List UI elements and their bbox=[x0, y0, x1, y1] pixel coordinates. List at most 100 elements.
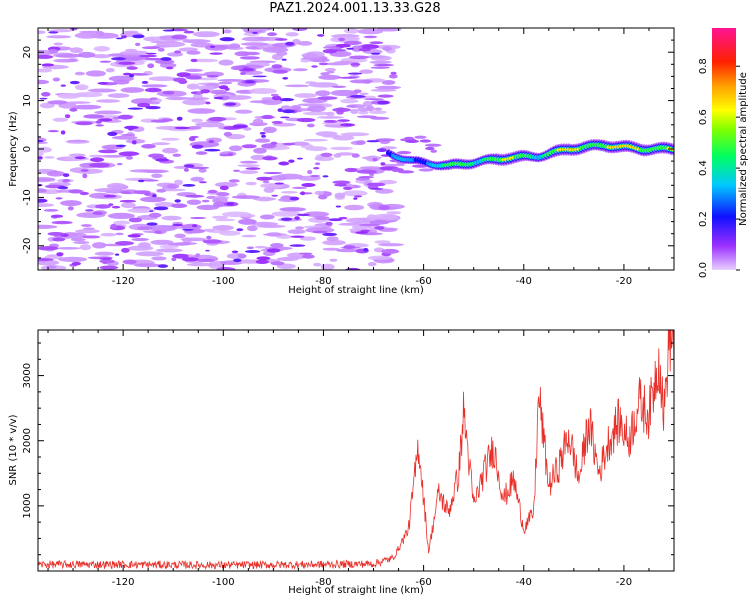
noise-blob bbox=[60, 130, 66, 135]
noise-blob bbox=[46, 35, 72, 39]
noise-blob bbox=[203, 228, 216, 232]
noise-blob bbox=[199, 181, 207, 184]
noise-blob bbox=[299, 236, 316, 241]
noise-blob bbox=[211, 215, 228, 219]
noise-blob bbox=[51, 220, 73, 225]
noise-blob bbox=[284, 84, 310, 88]
noise-blob bbox=[293, 68, 308, 72]
colorbar-tick-label: 0.6 bbox=[698, 109, 709, 125]
noise-blob bbox=[231, 250, 239, 254]
noise-blob bbox=[47, 232, 65, 236]
noise-blob bbox=[38, 198, 48, 203]
noise-blob bbox=[176, 116, 183, 121]
noise-blob bbox=[241, 28, 269, 31]
noise-blob bbox=[353, 89, 362, 93]
noise-blob bbox=[147, 63, 155, 69]
noise-blob bbox=[122, 259, 137, 265]
noise-blob bbox=[149, 97, 158, 100]
noise-blob bbox=[57, 93, 81, 99]
noise-blob bbox=[38, 140, 44, 143]
noise-blob bbox=[67, 139, 88, 143]
noise-blob bbox=[50, 214, 64, 218]
noise-blob bbox=[166, 66, 174, 70]
noise-blob bbox=[278, 161, 290, 166]
noise-blob bbox=[358, 111, 369, 115]
spectrogram-xlabel: Height of straight line (km) bbox=[288, 285, 424, 296]
noise-blob bbox=[270, 261, 285, 266]
noise-blob bbox=[141, 169, 169, 174]
noise-blob bbox=[346, 47, 354, 50]
noise-blob bbox=[340, 98, 359, 104]
noise-blob bbox=[336, 248, 359, 253]
noise-blob bbox=[344, 204, 365, 211]
noise-blob bbox=[103, 194, 117, 198]
noise-blob bbox=[219, 37, 235, 42]
noise-blob bbox=[110, 223, 117, 229]
noise-blob bbox=[213, 201, 225, 208]
noise-blob bbox=[356, 169, 378, 174]
noise-blob bbox=[353, 197, 358, 200]
noise-blob bbox=[55, 53, 83, 58]
noise-blob bbox=[92, 211, 103, 215]
noise-blob bbox=[182, 39, 211, 44]
noise-blob bbox=[347, 72, 363, 75]
noise-blob bbox=[418, 168, 434, 172]
noise-blob bbox=[378, 179, 397, 185]
noise-blob bbox=[189, 166, 210, 170]
noise-blob bbox=[121, 247, 130, 253]
noise-blob bbox=[374, 226, 385, 230]
noise-blob bbox=[38, 177, 56, 182]
noise-blob bbox=[38, 79, 50, 85]
noise-blob bbox=[62, 173, 70, 178]
noise-blob bbox=[302, 111, 332, 116]
noise-blob bbox=[367, 214, 377, 220]
noise-blob bbox=[144, 192, 150, 196]
noise-blob bbox=[137, 102, 151, 108]
noise-blob bbox=[124, 125, 139, 130]
noise-blob bbox=[94, 251, 115, 256]
noise-blob bbox=[218, 85, 229, 90]
noise-blob bbox=[351, 153, 360, 158]
x-tick-label: -60 bbox=[415, 276, 431, 287]
noise-blob bbox=[287, 229, 306, 235]
noise-blob bbox=[380, 162, 386, 166]
noise-blob bbox=[430, 149, 438, 153]
noise-blob bbox=[244, 250, 261, 253]
noise-blob bbox=[117, 114, 133, 120]
noise-blob bbox=[338, 76, 357, 79]
noise-blob bbox=[271, 95, 282, 101]
noise-blob bbox=[240, 71, 246, 76]
noise-blob bbox=[75, 121, 93, 126]
noise-blob bbox=[296, 117, 316, 123]
noise-blob bbox=[320, 72, 330, 76]
noise-blob bbox=[52, 77, 61, 82]
noise-blob bbox=[350, 62, 361, 66]
colorbar-tick-label: 0.2 bbox=[698, 211, 709, 227]
noise-blob bbox=[85, 70, 106, 77]
noise-blob bbox=[239, 170, 259, 175]
noise-blob bbox=[38, 203, 55, 207]
noise-blob bbox=[366, 55, 387, 59]
noise-blob bbox=[322, 46, 341, 49]
noise-blob bbox=[218, 81, 233, 85]
noise-blob bbox=[95, 99, 121, 103]
noise-blob bbox=[313, 167, 320, 170]
noise-blob bbox=[318, 74, 341, 80]
noise-blob bbox=[318, 62, 328, 66]
noise-blob bbox=[196, 204, 220, 210]
noise-blob bbox=[373, 107, 383, 111]
noise-blob bbox=[69, 107, 78, 112]
noise-blob bbox=[375, 188, 394, 194]
noise-blob bbox=[326, 236, 339, 241]
noise-blob bbox=[241, 144, 257, 149]
colorbar: 0.0 0.2 0.4 0.6 0.8 Normalized spectral ampl… bbox=[698, 28, 749, 278]
noise-blob bbox=[298, 41, 313, 46]
noise-blob bbox=[226, 202, 234, 206]
noise-blob bbox=[186, 84, 198, 89]
noise-blob bbox=[357, 107, 371, 112]
noise-blob bbox=[157, 47, 165, 52]
noise-blob bbox=[238, 218, 257, 225]
noise-blob bbox=[320, 152, 333, 157]
noise-blob bbox=[414, 135, 427, 139]
noise-blob bbox=[369, 60, 392, 64]
